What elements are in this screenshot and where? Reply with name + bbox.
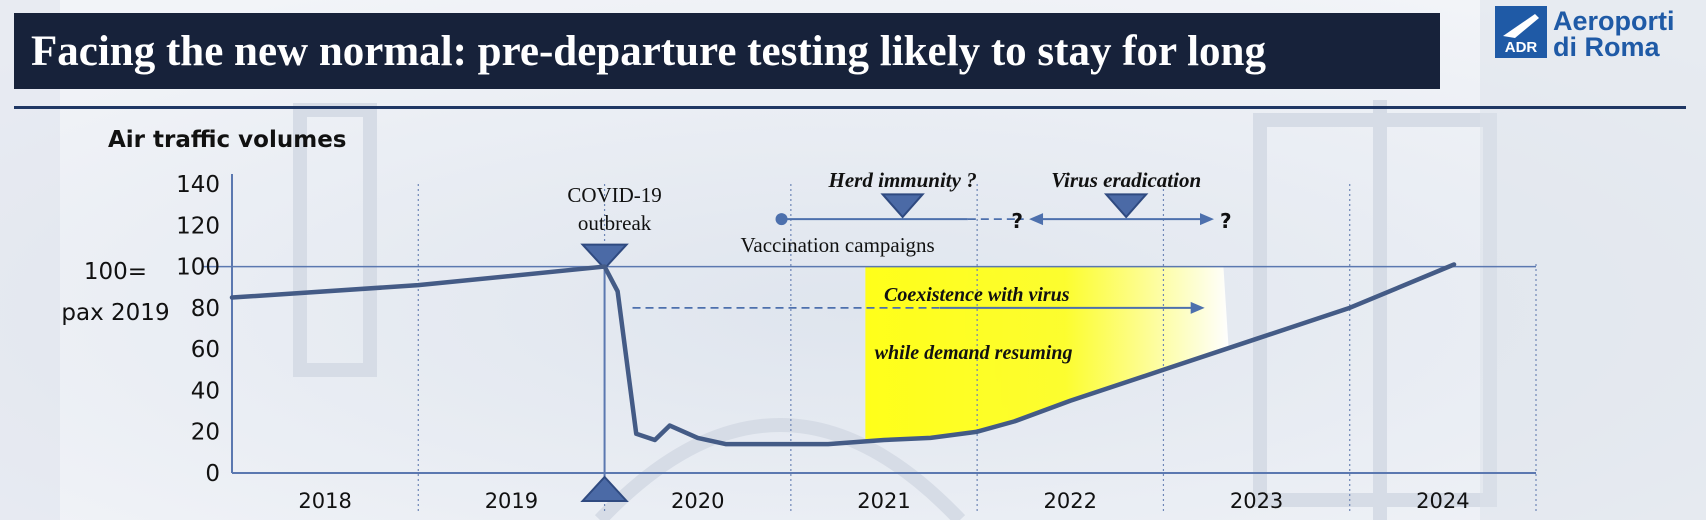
y-tick-label: 80	[191, 296, 220, 322]
y-tick-label: 20	[191, 420, 220, 446]
virus-eradication-marker	[1103, 193, 1149, 219]
y-tick-label: 100	[176, 255, 220, 281]
eradication-question-right: ?	[1220, 209, 1232, 233]
coexistence-arrowhead	[1190, 301, 1205, 314]
herd-immunity-label: Herd immunity ?	[828, 168, 977, 192]
eradication-arrowhead-left	[1029, 213, 1044, 226]
x-tick-label: 2019	[485, 489, 538, 513]
covid-triangle-down	[580, 243, 629, 271]
adr-logo-icon: ADR	[1495, 6, 1547, 58]
logo-text-line1: Aeroporti	[1553, 6, 1675, 36]
adr-logo: ADR Aeroporti di Roma	[1495, 6, 1685, 62]
x-tick-label: 2020	[671, 489, 724, 513]
logo-text-line2: di Roma	[1553, 32, 1660, 62]
coexistence-highlight-area	[865, 266, 1229, 442]
virus-eradication-label: Virus eradication	[1051, 168, 1201, 192]
x-tick-label: 2018	[298, 489, 351, 513]
covid-triangle-up	[580, 475, 629, 502]
x-tick-label: 2024	[1416, 489, 1469, 513]
y-tick-label: 120	[176, 213, 220, 239]
coexistence-label: Coexistence with virus	[884, 284, 1070, 306]
eradication-question-left: ?	[1011, 209, 1023, 233]
x-tick-label: 2023	[1230, 489, 1283, 513]
chart-title: Air traffic volumes	[108, 127, 347, 153]
y-tick-label: 40	[191, 378, 220, 404]
logo-mark-text: ADR	[1505, 39, 1538, 56]
herd-immunity-marker	[880, 193, 925, 219]
covid-outbreak-label-line: outbreak	[578, 211, 652, 235]
x-tick-label: 2021	[857, 489, 910, 513]
y-tick-label: 60	[191, 337, 220, 363]
x-tick-label: 2022	[1044, 489, 1097, 513]
covid-outbreak-label: COVID-19 outbreak	[567, 183, 662, 235]
demand-resuming-label: while demand resuming	[875, 342, 1073, 364]
header-divider	[14, 106, 1686, 109]
page-title: Facing the new normal: pre-departure tes…	[31, 27, 1266, 75]
vaccination-campaigns-label: Vaccination campaigns	[741, 233, 935, 257]
y-tick-label: 0	[205, 461, 220, 487]
title-bar: Facing the new normal: pre-departure tes…	[14, 13, 1440, 89]
eradication-arrowhead-right	[1200, 213, 1214, 226]
covid-outbreak-label-line: COVID-19	[567, 183, 662, 207]
y-tick-label: 140	[176, 172, 220, 198]
y-axis-reference-label-text: 100= pax 2019	[61, 259, 170, 326]
y-axis-reference-label: 100= pax 2019	[58, 252, 173, 334]
traffic-volume-line	[229, 262, 1457, 447]
